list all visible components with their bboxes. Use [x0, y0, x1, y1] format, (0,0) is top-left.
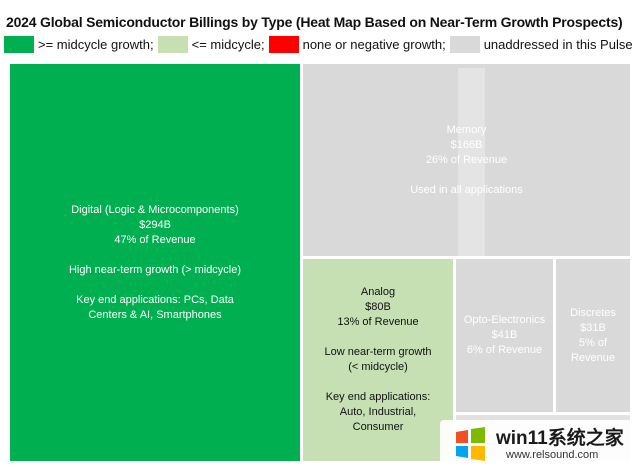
tile-analog: Analog $80B 13% of Revenue Low near-term…: [303, 259, 453, 461]
tile-opto-name: Opto-Electronics: [463, 314, 546, 326]
tile-memory-name: Memory: [446, 123, 487, 136]
tile-opto-value: $41B: [491, 329, 518, 341]
tile-discretes: Discretes $31B 5% of Revenue: [556, 259, 630, 412]
watermark-url: www.relsound.com: [506, 449, 599, 461]
tile-digital-growth: High near-term growth (> midcycle): [68, 263, 242, 276]
tile-memory-share: 26% of Revenue: [425, 153, 508, 166]
tile-digital-name: Digital (Logic & Microcomponents): [71, 203, 239, 216]
tile-discretes-share: 5% of Revenue: [570, 336, 616, 364]
tile-digital-value: $294B: [139, 218, 171, 231]
legend: >= midcycle growth; <= midcycle; none or…: [4, 34, 637, 54]
tile-memory-value: $166B: [450, 138, 483, 151]
windows-logo-icon: [456, 427, 485, 461]
legend-item-above-midcycle: >= midcycle growth;: [4, 35, 154, 53]
tile-analog-share: 13% of Revenue: [337, 316, 419, 328]
watermark: win11系统之家 www.relsound.com: [440, 420, 640, 468]
legend-swatch-gray: [449, 35, 480, 53]
legend-item-unaddressed: unaddressed in this Pulse: [449, 35, 633, 53]
tile-opto-share: 6% of Revenue: [466, 344, 543, 356]
treemap: Digital (Logic & Microcomponents) $294B …: [0, 58, 640, 470]
legend-label-above-midcycle: >= midcycle growth;: [38, 36, 154, 52]
tile-analog-value: $80B: [365, 301, 391, 313]
legend-label-unaddressed: unaddressed in this Pulse: [483, 36, 633, 52]
legend-item-below-midcycle: <= midcycle;: [157, 35, 265, 53]
tile-discretes-value: $31B: [580, 321, 606, 334]
tile-opto-electronics: Opto-Electronics $41B 6% of Revenue: [456, 259, 553, 412]
legend-swatch-dark-green: [4, 35, 34, 53]
tile-analog-name: Analog: [360, 286, 396, 298]
legend-swatch-red: [268, 35, 299, 53]
legend-label-negative: none or negative growth;: [302, 36, 446, 52]
chart-title: 2024 Global Semiconductor Billings by Ty…: [6, 14, 623, 30]
tile-memory-label: Memory $166B 26% of Revenue Used in all …: [303, 64, 630, 256]
legend-item-negative: none or negative growth;: [268, 35, 446, 53]
watermark-title: win11系统之家: [496, 428, 624, 449]
tile-analog-applications: Key end applications: Auto, Industrial, …: [325, 391, 431, 433]
tile-memory-applications: Used in all applications: [410, 183, 523, 196]
tile-digital-share: 47% of Revenue: [114, 233, 196, 246]
legend-swatch-light-green: [157, 35, 188, 53]
tile-digital: Digital (Logic & Microcomponents) $294B …: [10, 64, 300, 461]
memory-stripe: [458, 68, 485, 256]
tile-digital-applications: Key end applications: PCs, Data Centers …: [76, 293, 234, 321]
tile-analog-growth: Low near-term growth (< midcycle): [324, 346, 432, 373]
legend-label-below-midcycle: <= midcycle;: [191, 36, 265, 52]
tile-discretes-name: Discretes: [570, 306, 616, 319]
